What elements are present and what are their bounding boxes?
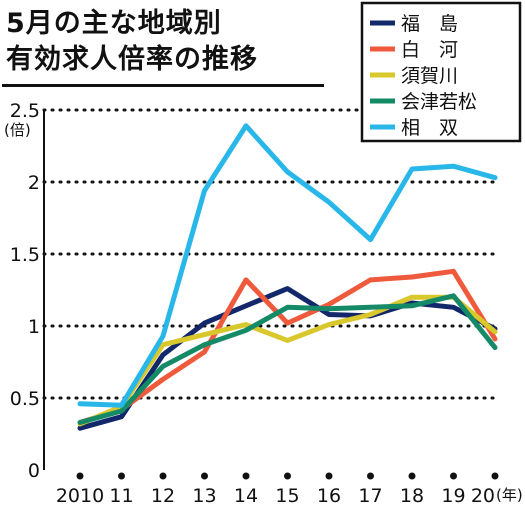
y-tick-label: 2 <box>28 172 40 194</box>
legend-label: 白 河 <box>401 39 458 61</box>
y-axis-ticks: 0 0.5 1 1.5 2 2.5 <box>10 100 40 482</box>
x-tick-label: 17 <box>358 485 382 506</box>
x-tick-dot <box>159 472 167 480</box>
legend-label: 福 島 <box>401 13 458 35</box>
x-tick-dot <box>76 472 84 480</box>
x-axis-unit: (年) <box>496 486 523 504</box>
legend-label: 須賀川 <box>401 65 458 87</box>
x-axis-ticks: 2010 11 12 13 14 15 16 17 18 19 20 <box>56 485 495 506</box>
series-line-2 <box>77 294 498 427</box>
legend-label: 会津若松 <box>401 91 477 113</box>
series-line-3 <box>77 293 498 425</box>
y-tick-label: 2.5 <box>10 100 40 122</box>
legend-box <box>360 1 522 143</box>
title-underline <box>2 84 324 87</box>
series-lines <box>77 123 498 431</box>
x-tick-dot <box>450 472 457 480</box>
y-axis-unit: (倍) <box>4 121 31 139</box>
chart-title-line-1: 5月の主な地域別 <box>6 8 222 39</box>
x-axis-dots <box>76 472 499 480</box>
x-tick-label: 19 <box>441 485 465 506</box>
x-tick-label: 2010 <box>56 485 104 506</box>
y-tick-label: 0.5 <box>10 388 40 410</box>
x-tick-dot <box>491 472 499 480</box>
chart-title: 5月の主な地域別 有効求人倍率の推移 <box>6 6 258 78</box>
x-tick-label: 15 <box>275 485 299 506</box>
y-tick-label: 1 <box>28 316 40 338</box>
x-tick-label: 16 <box>317 485 341 506</box>
chart-title-line-2: 有効求人倍率の推移 <box>6 44 258 75</box>
series-line-4 <box>77 123 498 408</box>
x-tick-dot <box>367 472 374 480</box>
y-tick-label: 1.5 <box>10 244 40 266</box>
x-tick-dot <box>325 472 333 480</box>
x-tick-label: 20 <box>471 485 495 506</box>
x-tick-dot <box>284 472 291 480</box>
legend-label: 相 双 <box>401 117 458 139</box>
x-tick-dot <box>118 472 125 480</box>
x-tick-label: 13 <box>192 485 216 506</box>
series-line-1 <box>77 268 498 425</box>
x-tick-label: 12 <box>151 485 175 506</box>
x-tick-dot <box>201 472 208 480</box>
y-tick-label: 0 <box>28 460 40 482</box>
x-tick-dot <box>242 472 250 480</box>
x-tick-label: 11 <box>109 485 133 506</box>
x-tick-dot <box>408 472 416 480</box>
x-tick-label: 18 <box>400 485 424 506</box>
x-tick-label: 14 <box>234 485 258 506</box>
